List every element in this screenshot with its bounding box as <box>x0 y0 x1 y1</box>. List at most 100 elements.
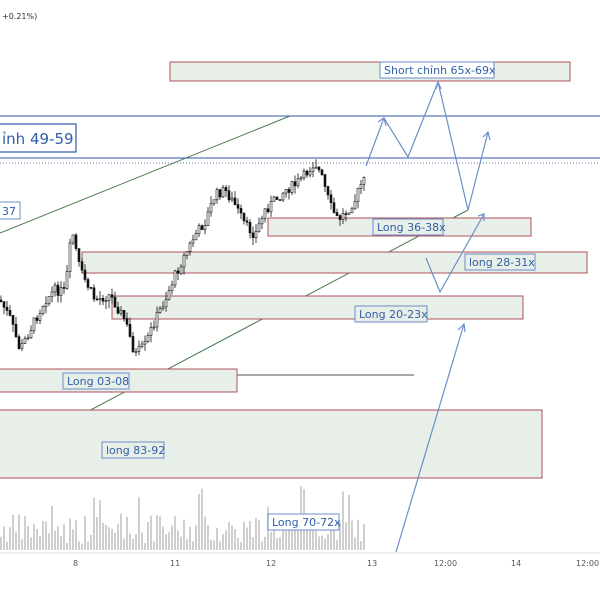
volume-bar-71 <box>213 540 215 550</box>
zone-label-frame-4 <box>62 372 130 390</box>
candle-body-72 <box>215 189 219 201</box>
candle-body-86 <box>257 223 261 232</box>
candle-body-109 <box>326 186 330 196</box>
volume-bar-87 <box>261 541 263 550</box>
volume-bar-70 <box>210 539 212 550</box>
volume-bar-79 <box>237 537 239 550</box>
candle-body-62 <box>185 251 189 256</box>
volume-bar-61 <box>183 519 185 550</box>
candle-body-98 <box>293 181 297 187</box>
volume-bar-78 <box>234 529 236 550</box>
candle-body-90 <box>269 201 273 213</box>
candle-body-37 <box>110 294 114 298</box>
x-tick-0: 8 <box>73 559 78 568</box>
volume-bar-22 <box>66 542 68 550</box>
candle-body-32 <box>95 298 99 301</box>
candle-body-18 <box>53 284 57 293</box>
candle-body-13 <box>38 313 42 321</box>
volume-bar-96 <box>288 524 290 550</box>
x-tick-4: 12:00 <box>434 559 457 568</box>
candle-body-57 <box>170 284 174 291</box>
candle-body-111 <box>332 202 336 213</box>
candle-body-78 <box>233 197 237 205</box>
candle-body-69 <box>206 211 210 226</box>
candle-body-116 <box>347 212 351 215</box>
candle-body-51 <box>152 326 156 329</box>
volume-bar-9 <box>27 525 29 550</box>
candle-body-14 <box>41 306 45 314</box>
candle-body-63 <box>188 242 192 252</box>
volume-bar-58 <box>174 516 176 550</box>
candle-body-103 <box>308 171 312 176</box>
volume-bar-114 <box>342 491 344 550</box>
volume-bar-98 <box>294 517 296 550</box>
volume-bar-54 <box>162 526 164 550</box>
candle-body-104 <box>311 167 315 172</box>
volume-bar-30 <box>90 534 92 550</box>
x-axis: 8 11 12 13 12:00 14 12:00 <box>0 552 600 568</box>
candle-body-38 <box>113 296 117 308</box>
volume-bar-27 <box>81 543 83 550</box>
volume-bar-59 <box>177 530 179 550</box>
volume-bar-15 <box>45 521 47 550</box>
zone-label-0: Short chỉnh 65x-69x <box>384 64 496 77</box>
zone-label-2: long 28-31x <box>469 256 535 269</box>
candle-body-54 <box>161 306 165 309</box>
candle-body-33 <box>98 298 102 300</box>
volume-bar-102 <box>306 522 308 550</box>
volume-bar-31 <box>93 497 95 550</box>
candle-body-117 <box>350 208 354 214</box>
volume-bar-19 <box>57 526 59 550</box>
candle-body-73 <box>218 189 222 198</box>
volume-bar-56 <box>168 532 170 550</box>
volume-bar-75 <box>225 530 227 550</box>
volume-bar-86 <box>258 520 260 550</box>
volume-bar-72 <box>216 528 218 550</box>
volume-bar-4 <box>12 514 14 550</box>
candle-body-88 <box>263 208 267 219</box>
x-tick-1: 11 <box>170 559 180 568</box>
candle-body-99 <box>296 178 300 187</box>
candle-body-68 <box>203 225 207 230</box>
candle-body-67 <box>200 225 204 230</box>
volume-bar-64 <box>192 541 194 550</box>
zone-long-83-92 <box>0 409 543 479</box>
arrowhead-3 <box>477 213 485 221</box>
arrowheads <box>377 80 491 333</box>
volume-bar-85 <box>255 517 257 550</box>
volume-bar-77 <box>231 525 233 550</box>
volume-bar-118 <box>354 537 356 550</box>
zone-label-1: Long 36-38x <box>377 221 446 234</box>
zone-label-frame-6 <box>267 513 340 531</box>
candle-body-23 <box>68 242 72 272</box>
zone-label-frame-3 <box>354 305 428 323</box>
volume-bar-3 <box>9 527 11 550</box>
candle-body-89 <box>266 208 270 213</box>
volume-bar-76 <box>228 521 230 550</box>
zone-short <box>169 61 571 82</box>
candle-body-64 <box>191 239 195 244</box>
volume-bar-119 <box>357 519 359 550</box>
channel-lines <box>0 115 469 459</box>
candle-body-1 <box>2 301 6 308</box>
candle-body-34 <box>101 298 105 302</box>
volume-bar-23 <box>69 518 71 550</box>
volume-bar-40 <box>120 513 122 550</box>
candle-body-10 <box>29 330 33 339</box>
zone-label-frame-1 <box>372 218 444 236</box>
candle-body-12 <box>35 317 39 321</box>
candle-body-4 <box>11 315 15 325</box>
volume-bar-113 <box>339 522 341 550</box>
volume-bar-33 <box>99 500 101 550</box>
candle-body-9 <box>26 337 30 340</box>
candle-body-21 <box>62 287 66 289</box>
candle-body-6 <box>17 336 21 349</box>
level-label-37-box: 37 <box>0 201 21 220</box>
zone-label-6: Long 70-72x <box>272 516 341 529</box>
candle-body-115 <box>344 213 348 215</box>
candle-body-28 <box>83 269 87 280</box>
candle-body-66 <box>197 225 201 234</box>
level-label-frame <box>0 123 77 153</box>
candle-body-83 <box>248 221 252 234</box>
